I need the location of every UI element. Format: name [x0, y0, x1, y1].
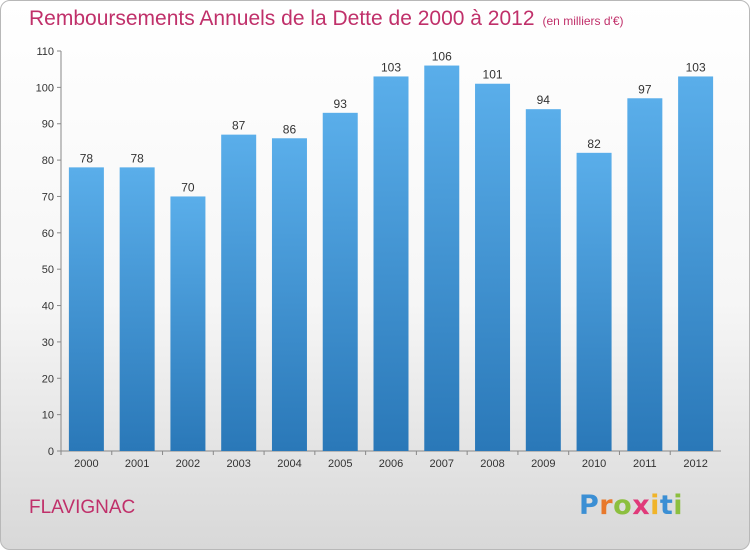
- bar: [170, 196, 206, 451]
- x-tick-label: 2010: [582, 458, 606, 470]
- x-tick-label: 2009: [531, 458, 555, 470]
- y-tick-label: 50: [42, 264, 54, 276]
- logo-letter: r: [599, 490, 614, 521]
- data-label: 78: [130, 151, 144, 165]
- bar: [678, 76, 714, 452]
- proxiti-logo: Proxiti: [579, 490, 683, 521]
- bar: [424, 65, 460, 451]
- y-tick-label: 40: [42, 301, 54, 313]
- bar: [475, 83, 511, 452]
- data-label: 97: [638, 82, 652, 96]
- data-label: 101: [483, 68, 503, 82]
- y-tick-label: 100: [36, 82, 54, 94]
- data-label: 103: [686, 60, 706, 74]
- x-tick-label: 2002: [176, 458, 200, 470]
- x-tick-label: 2011: [633, 458, 657, 470]
- x-tick-label: 2008: [480, 458, 504, 470]
- location-label: FLAVIGNAC: [29, 497, 136, 518]
- logo-letter: P: [579, 490, 600, 521]
- y-tick-label: 10: [42, 410, 54, 422]
- logo-letter: i: [673, 490, 684, 521]
- bar: [576, 152, 612, 451]
- bar: [322, 112, 358, 452]
- y-tick-label: 90: [42, 119, 54, 131]
- y-tick-label: 30: [42, 337, 54, 349]
- bar: [221, 134, 257, 452]
- x-tick-label: 2004: [277, 458, 301, 470]
- x-tick-label: 2005: [328, 458, 352, 470]
- y-tick-label: 80: [42, 155, 54, 167]
- data-label: 78: [80, 151, 94, 165]
- data-label: 93: [334, 97, 348, 111]
- data-label: 94: [537, 93, 551, 107]
- title-unit: (en milliers d'€): [542, 14, 624, 28]
- title-text: Remboursements Annuels de la Dette de 20…: [29, 7, 535, 30]
- y-tick-label: 0: [48, 446, 54, 458]
- data-label: 82: [587, 137, 601, 151]
- logo-letter: i: [650, 490, 660, 521]
- y-tick-label: 60: [42, 228, 54, 240]
- y-tick-label: 110: [36, 46, 54, 58]
- bar: [373, 76, 409, 452]
- logo-letter: t: [659, 490, 674, 521]
- bar: [271, 138, 307, 452]
- logo-letter: x: [632, 490, 651, 521]
- bar: [525, 109, 561, 451]
- data-label: 87: [232, 119, 246, 133]
- x-tick-label: 2007: [430, 458, 454, 470]
- data-label: 106: [432, 50, 452, 64]
- chart-title: Remboursements Annuels de la Dette de 20…: [29, 7, 624, 31]
- y-tick-label: 20: [42, 373, 54, 385]
- x-tick-label: 2000: [74, 458, 98, 470]
- bar: [627, 98, 663, 451]
- data-label: 70: [181, 180, 195, 194]
- data-label: 86: [283, 122, 297, 136]
- x-tick-label: 2006: [379, 458, 403, 470]
- x-tick-label: 2001: [125, 458, 149, 470]
- bar: [119, 167, 155, 451]
- y-tick-label: 70: [42, 191, 54, 203]
- data-label: 103: [381, 60, 401, 74]
- x-tick-label: 2003: [226, 458, 250, 470]
- bar: [68, 167, 104, 451]
- x-tick-label: 2012: [683, 458, 707, 470]
- logo-letter: o: [613, 490, 633, 521]
